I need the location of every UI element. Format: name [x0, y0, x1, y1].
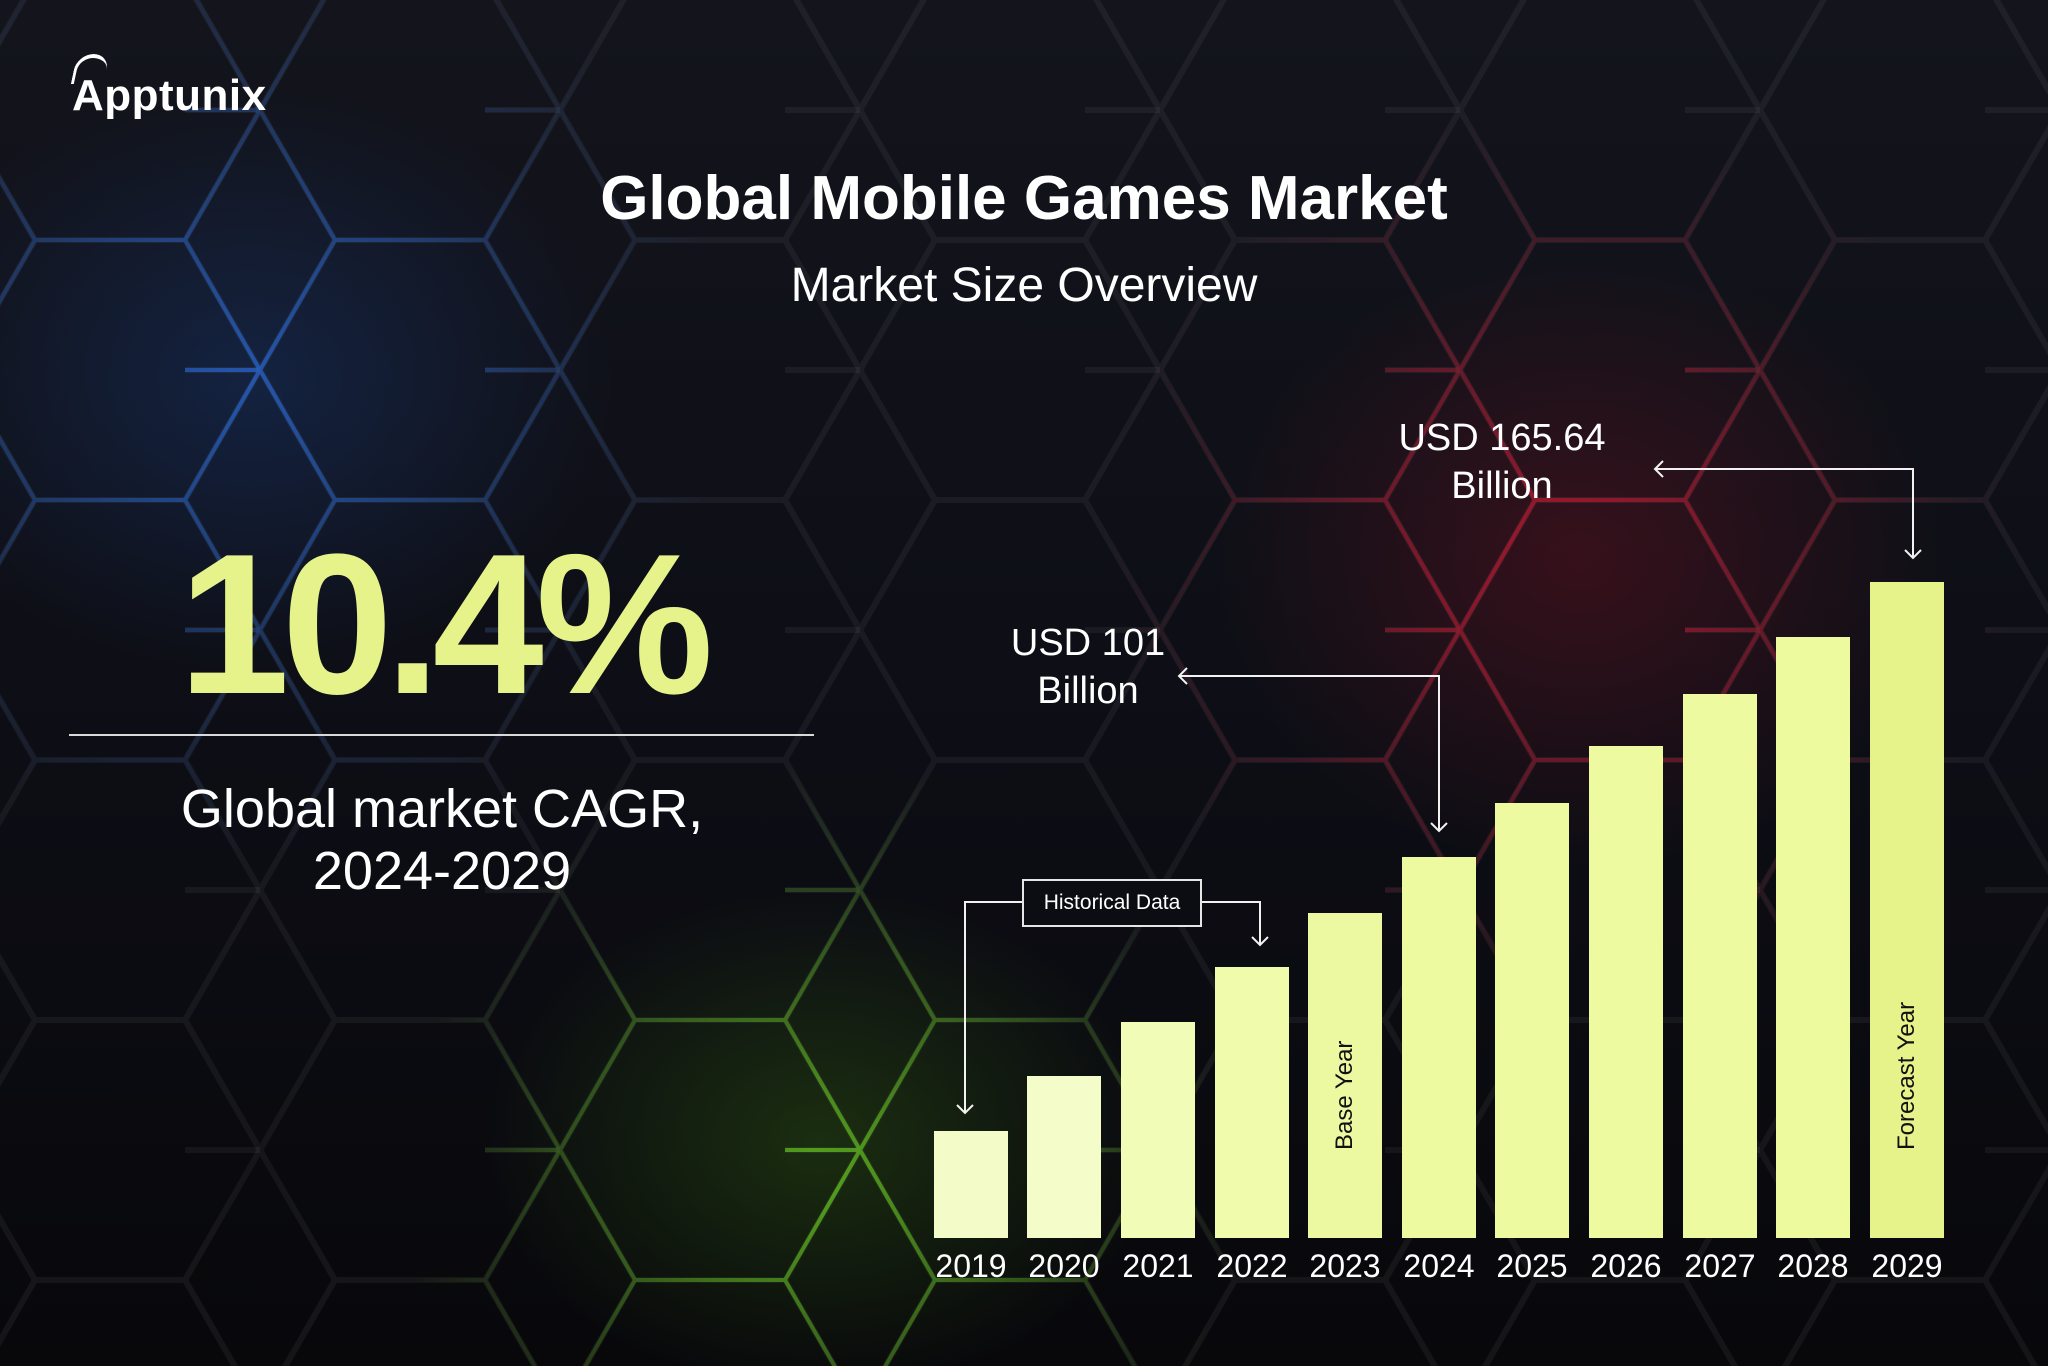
cagr-value: 10.4% [178, 513, 713, 736]
forecast-year-label: Forecast Year [1893, 1001, 1920, 1150]
base-value-line2: Billion [1037, 670, 1139, 712]
year-label: 2029 [1871, 1248, 1943, 1284]
year-label: 2023 [1309, 1248, 1381, 1284]
apptunix-logo: Apptunix [70, 54, 267, 118]
year-label: 2021 [1122, 1248, 1194, 1284]
year-label: 2028 [1777, 1248, 1849, 1284]
bar-2025 [1495, 803, 1569, 1238]
bar-2028 [1776, 637, 1850, 1238]
bar-2021 [1121, 1022, 1195, 1238]
bar-2022 [1215, 967, 1289, 1238]
year-label: 2019 [935, 1248, 1007, 1284]
page-subtitle: Market Size Overview [790, 259, 1258, 312]
forecast-value-annotation: USD 165.64 Billion [1372, 414, 1632, 510]
base-year-label: Base Year [1331, 1040, 1358, 1150]
page-title: Global Mobile Games Market [600, 164, 1448, 233]
bar-2020 [1027, 1076, 1101, 1238]
year-label: 2022 [1216, 1248, 1288, 1284]
year-label: 2025 [1496, 1248, 1568, 1284]
historical-data-label: Historical Data [1022, 879, 1202, 927]
bar-2024 [1402, 857, 1476, 1238]
base-value-annotation: USD 101 Billion [978, 619, 1198, 715]
cagr-label-line1: Global market CAGR, [180, 779, 704, 839]
bar-2026 [1589, 746, 1663, 1238]
year-label: 2020 [1028, 1248, 1100, 1284]
divider [69, 734, 814, 736]
bar-2023: Base Year [1308, 913, 1382, 1238]
cagr-label: Global market CAGR, 2024-2029 [70, 778, 814, 902]
cagr-label-line2: 2024-2029 [312, 841, 572, 901]
year-label: 2026 [1590, 1248, 1662, 1284]
base-value-line1: USD 101 [1010, 622, 1166, 664]
bar-2029: Forecast Year [1870, 582, 1944, 1238]
bar-2027 [1683, 694, 1757, 1238]
year-label: 2027 [1684, 1248, 1756, 1284]
forecast-value-line2: Billion [1451, 465, 1553, 507]
forecast-value-line1: USD 165.64 [1398, 417, 1606, 459]
logo-text: Apptunix [72, 71, 267, 120]
year-label: 2024 [1403, 1248, 1475, 1284]
bar-2019 [934, 1131, 1008, 1238]
